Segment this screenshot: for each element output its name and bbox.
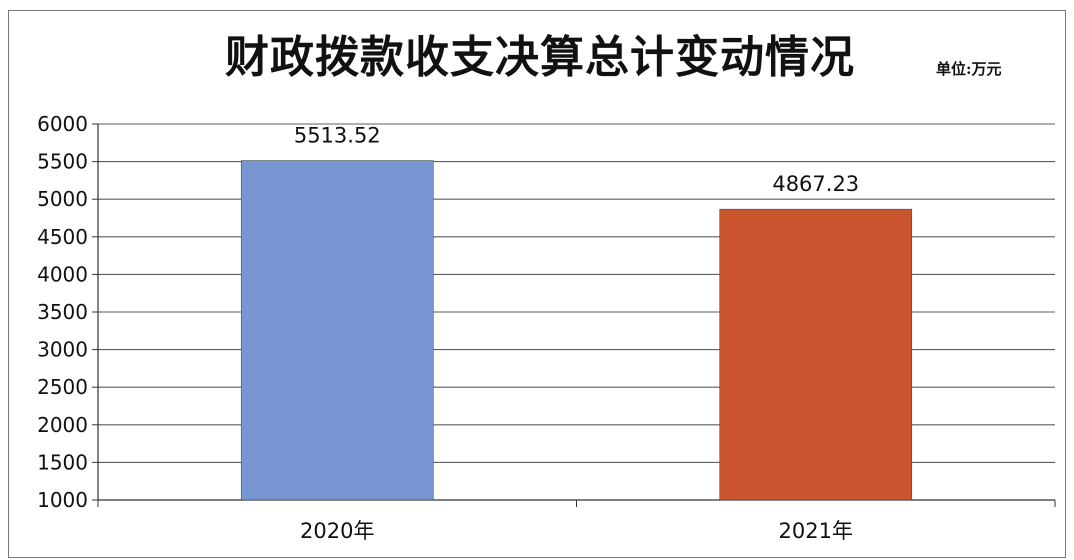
y-tick-label: 5500 (37, 150, 88, 174)
y-tick-label: 4000 (37, 262, 88, 286)
y-tick-label: 4500 (37, 225, 88, 249)
y-tick-label: 6000 (37, 112, 88, 136)
x-tick-label: 2021年 (779, 519, 853, 543)
y-tick-label: 1000 (37, 488, 88, 512)
y-tick-label: 3000 (37, 338, 88, 362)
bar-2 (719, 208, 913, 501)
labels: 1000 1500 2000 2500 3000 3500 4000 4500 5000 5500… (37, 112, 859, 543)
y-tick-label: 2500 (37, 375, 88, 399)
y-tick-label: 5000 (37, 187, 88, 211)
y-tick-label: 3500 (37, 300, 88, 324)
chart-title: 财政拨款收支决算总计变动情况 (225, 32, 855, 83)
data-label: 4867.23 (772, 172, 859, 196)
data-label: 5513.52 (294, 124, 381, 148)
y-tick-label: 1500 (37, 450, 88, 474)
y-tick-label: 2000 (37, 413, 88, 437)
unit-note: 单位:万元 (936, 60, 1002, 78)
bar-1 (240, 160, 434, 501)
bars (240, 160, 913, 501)
x-tick-label: 2020年 (300, 519, 374, 543)
